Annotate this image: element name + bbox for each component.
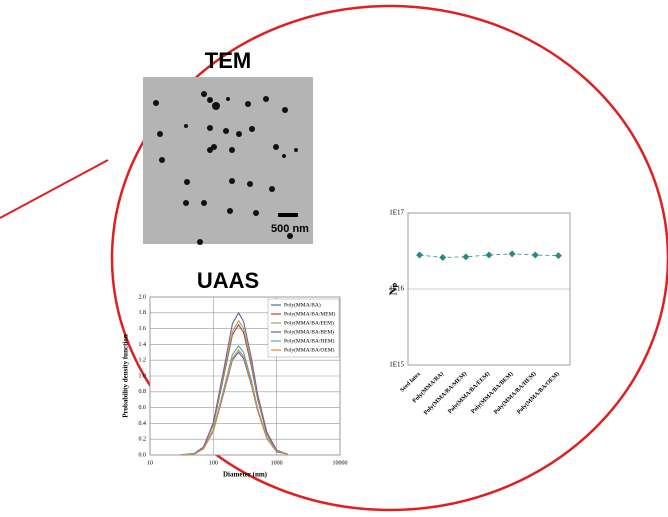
y-tick-label: 1.8 (139, 310, 147, 316)
y-axis-title: Nₚ (388, 282, 400, 295)
marker (462, 253, 470, 261)
series-line (180, 349, 288, 456)
tem-title: TEM (205, 48, 251, 73)
x-tick-label: Poly(MMA/BA/HEM) (492, 370, 537, 415)
particle (282, 107, 288, 113)
legend-label: Poly(MMA/BA) (284, 301, 321, 308)
x-tick-label: Poly(MMA/BA/MEM) (422, 370, 468, 416)
x-tick-label: Poly(MMA/BA/BEM) (470, 370, 515, 415)
particle (229, 178, 235, 184)
marker (554, 252, 562, 260)
y-tick-label: 1.6 (139, 326, 147, 332)
particle (157, 131, 163, 137)
particle (153, 100, 159, 106)
particle (184, 179, 190, 185)
particle (253, 210, 259, 216)
y-tick-label: 0.8 (139, 389, 147, 395)
marker (531, 251, 539, 259)
y-axis-title: Probability density function (122, 334, 130, 418)
marker (508, 250, 516, 258)
particle (236, 131, 242, 137)
legend-label: Poly(MMA/BA/OEM) (284, 346, 335, 353)
marker (485, 251, 493, 259)
x-tick-label: 10 (147, 460, 153, 466)
particle (197, 239, 203, 245)
legend-label: Poly(MMA/BA/HEM) (284, 337, 335, 344)
y-tick-label: 1.2 (139, 358, 147, 364)
x-tick-label: 1000 (271, 460, 283, 466)
particle (269, 186, 275, 192)
series-line (180, 311, 289, 456)
x-axis-title: Diameter (nm) (223, 471, 268, 479)
particle (201, 91, 207, 97)
particle (287, 233, 293, 239)
x-tick-label: 100 (209, 460, 218, 466)
y-tick-label: 0.4 (139, 421, 147, 427)
marker (416, 251, 424, 259)
particle (273, 144, 279, 150)
legend-label: Poly(MMA/BA/BEM) (284, 328, 334, 335)
particle (159, 157, 165, 163)
x-tick-label: Poly(MMA/BA/EEM) (447, 370, 492, 415)
tem-image (143, 77, 313, 244)
x-tick-label: 10000 (333, 460, 348, 466)
y-tick-label: 0.0 (139, 452, 147, 458)
particle (247, 181, 253, 187)
particle (249, 126, 255, 132)
legend-label: Poly(MMA/BA/MEM) (284, 310, 336, 317)
uaas-title: UAAS (197, 268, 259, 293)
particle (212, 102, 220, 110)
particle (184, 124, 188, 128)
particle (227, 208, 233, 214)
particle (226, 97, 230, 101)
y-tick-label: 1.0 (139, 373, 147, 379)
pointer-line (0, 159, 109, 219)
y-tick-label: 1E16 (389, 285, 404, 293)
y-tick-label: 1E17 (389, 209, 404, 217)
particle (245, 101, 251, 107)
y-tick-label: 2.0 (139, 294, 147, 300)
particle (201, 200, 207, 206)
legend (267, 298, 340, 358)
legend-label: Poly(MMA/BA/EEM) (284, 319, 334, 326)
particle (294, 148, 298, 152)
y-tick-label: 0.2 (139, 437, 147, 443)
particle (207, 97, 213, 103)
x-tick-label: Seed latex (399, 371, 422, 394)
y-tick-label: 1.4 (139, 342, 147, 348)
y-tick-label: 0.6 (139, 405, 147, 411)
particle (229, 147, 235, 153)
particle (183, 200, 189, 206)
particle (207, 147, 213, 153)
tem-particles (153, 91, 298, 245)
particle (207, 125, 213, 131)
scale-label: 500 nm (271, 223, 309, 235)
particle (282, 154, 286, 158)
x-tick-label: Poly(MMA/BA/OEM) (516, 370, 561, 415)
y-tick-label: 1E15 (389, 361, 404, 369)
highlight-ellipse (110, 4, 668, 512)
marker (439, 253, 447, 261)
particle (223, 128, 229, 134)
scale-bar (278, 213, 298, 217)
particle (263, 96, 269, 102)
